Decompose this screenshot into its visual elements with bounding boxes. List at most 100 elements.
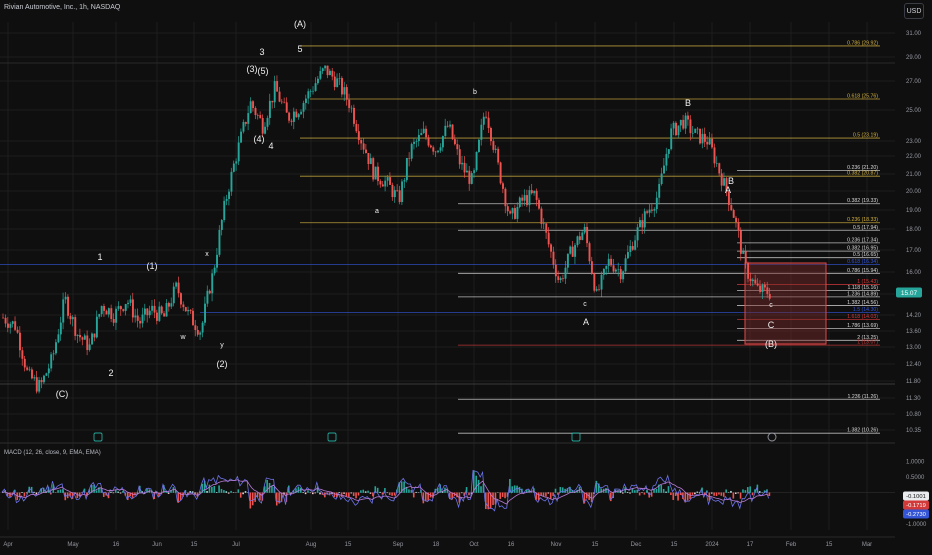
candle-body <box>389 177 391 185</box>
candle-body <box>745 251 747 263</box>
candle-body <box>596 289 598 290</box>
candle-body <box>685 116 687 129</box>
candle-body <box>608 259 610 266</box>
candle-body <box>317 79 319 83</box>
candle-body <box>29 370 31 371</box>
candle-body <box>577 236 579 245</box>
candle-body <box>365 150 367 153</box>
wave-label: 5 <box>297 44 302 54</box>
candle-body <box>168 303 170 307</box>
candle-body <box>94 334 96 338</box>
macd-histogram-bar <box>721 493 723 496</box>
candle-body <box>50 354 52 368</box>
candle-body <box>79 335 81 337</box>
candle-body <box>276 81 278 92</box>
fib-label: 0.236 (18.33) <box>847 217 878 223</box>
x-tick-label: 18 <box>433 542 440 548</box>
x-tick-label: 15 <box>826 542 833 548</box>
macd-histogram-bar <box>211 487 213 493</box>
macd-histogram-bar <box>605 488 607 493</box>
candle-body <box>454 139 456 144</box>
candle-body <box>637 227 639 240</box>
wave-label: b <box>473 89 477 96</box>
candle-body <box>375 167 377 180</box>
y-tick-label: 13.00 <box>906 345 922 351</box>
candle-body <box>473 170 475 173</box>
y-tick-label: 12.40 <box>906 362 922 368</box>
candle-body <box>406 158 408 180</box>
candle-body <box>507 206 509 211</box>
candle-body <box>603 269 605 275</box>
candle-body <box>269 101 271 118</box>
macd-histogram-bar <box>367 491 369 493</box>
macd-histogram-bar <box>747 487 749 493</box>
candle-body <box>144 309 146 315</box>
candle-body <box>461 163 463 164</box>
candle-body <box>377 167 379 181</box>
macd-histogram-bar <box>252 493 254 506</box>
candle-body <box>238 143 240 162</box>
candle-body <box>45 373 47 375</box>
candle-body <box>456 144 458 149</box>
candle-body <box>339 78 341 79</box>
wave-label: (2) <box>217 359 228 369</box>
candle-body <box>166 303 168 316</box>
macd-value-label: -0.2730 <box>906 512 926 518</box>
macd-histogram-bar <box>545 493 547 497</box>
candle-body <box>250 101 252 113</box>
candle-body <box>423 129 425 133</box>
macd-histogram-bar <box>492 493 494 506</box>
macd-histogram-bar <box>504 493 506 499</box>
wave-label: A <box>725 185 731 195</box>
wave-label: a <box>375 208 379 215</box>
candle-body <box>57 334 59 342</box>
macd-histogram-bar <box>622 493 624 494</box>
macd-histogram-bar <box>641 493 643 494</box>
candle-body <box>392 185 394 197</box>
candle-body <box>682 120 684 129</box>
candle-body <box>425 129 427 138</box>
macd-histogram-bar <box>519 487 521 493</box>
candle-body <box>372 158 374 179</box>
candle-body <box>560 278 562 280</box>
macd-histogram-bar <box>221 489 223 493</box>
y-tick-label: 16.00 <box>906 270 922 276</box>
candle-body <box>649 210 651 213</box>
macd-histogram-bar <box>730 491 732 493</box>
candle-body <box>139 321 141 323</box>
candle-body <box>759 286 761 292</box>
candle-body <box>574 245 576 257</box>
fib-label: 0.236 (17.34) <box>847 237 878 243</box>
macd-histogram-bar <box>752 493 754 496</box>
candle-body <box>161 307 163 314</box>
candle-body <box>271 101 273 102</box>
macd-histogram-bar <box>394 493 396 496</box>
candle-body <box>156 313 158 321</box>
y-tick-label: 17.00 <box>906 248 922 254</box>
macd-tick-label: 0.5000 <box>906 475 925 481</box>
candle-body <box>163 313 165 316</box>
candle-body <box>158 307 160 321</box>
candle-body <box>747 263 749 279</box>
macd-histogram-bar <box>411 490 413 493</box>
y-tick-label: 20.00 <box>906 189 922 195</box>
candle-body <box>437 151 439 153</box>
candle-body <box>408 158 410 159</box>
candle-body <box>74 317 76 336</box>
macd-histogram-bar <box>665 492 667 493</box>
macd-histogram-bar <box>711 493 713 494</box>
y-tick-label: 10.80 <box>906 412 922 418</box>
x-tick-label: Oct <box>469 542 479 548</box>
candle-body <box>754 280 756 284</box>
candle-body <box>48 368 50 373</box>
candle-body <box>178 283 180 294</box>
candle-body <box>404 180 406 181</box>
macd-histogram-bar <box>557 493 559 495</box>
macd-histogram-bar <box>694 493 696 495</box>
candle-body <box>466 171 468 173</box>
currency-button[interactable]: USD <box>904 3 924 19</box>
candle-body <box>730 205 732 210</box>
x-tick-label: Nov <box>551 542 562 548</box>
y-tick-label: 21.00 <box>906 172 922 178</box>
